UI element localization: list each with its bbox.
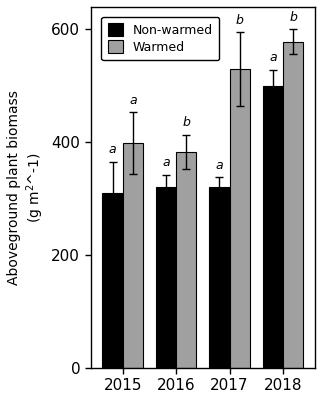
Bar	[230, 69, 250, 368]
Bar	[263, 86, 283, 368]
Y-axis label: Aboveground plant biomass
(g m$^2$^-1): Aboveground plant biomass (g m$^2$^-1)	[7, 90, 46, 285]
Text: a: a	[109, 143, 116, 156]
Text: a: a	[129, 94, 137, 107]
Text: b: b	[182, 116, 190, 129]
Legend: Non-warmed, Warmed: Non-warmed, Warmed	[101, 17, 219, 60]
Bar	[123, 143, 143, 368]
Text: a: a	[216, 158, 223, 172]
Bar	[102, 193, 123, 368]
Bar	[209, 187, 230, 368]
Text: a: a	[162, 156, 170, 169]
Bar	[156, 187, 176, 368]
Bar	[176, 152, 196, 368]
Text: b: b	[289, 11, 297, 24]
Bar	[283, 42, 303, 368]
Text: a: a	[269, 52, 277, 64]
Text: b: b	[236, 14, 244, 27]
